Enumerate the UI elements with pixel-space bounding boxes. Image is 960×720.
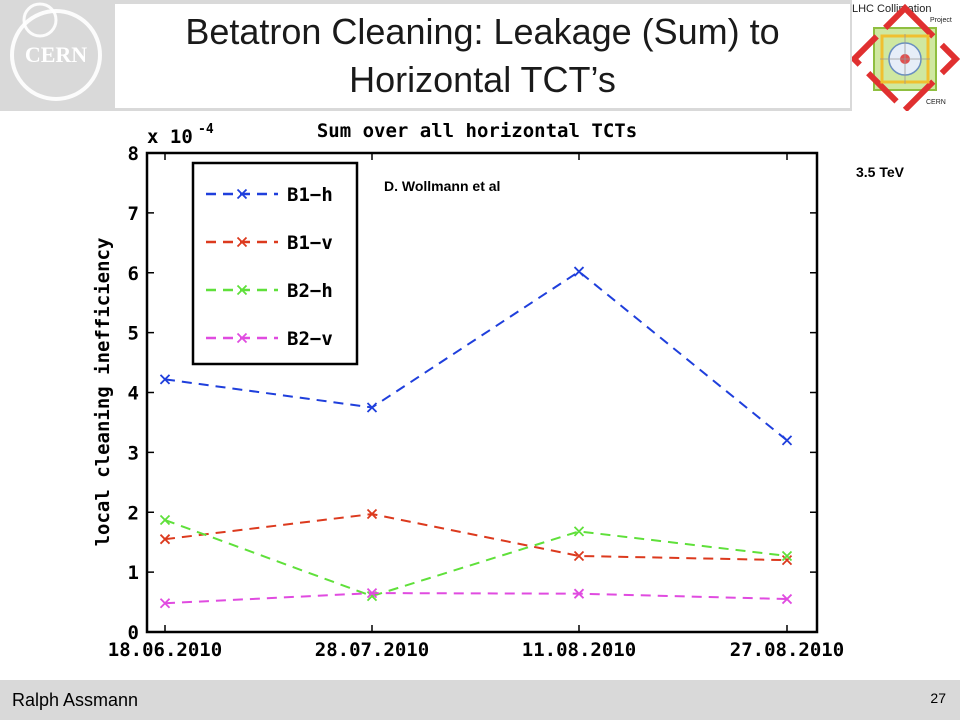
legend-label: B2−h [287, 280, 333, 302]
legend-box [191, 161, 359, 366]
footer-author: Ralph Assmann [12, 690, 139, 710]
data-point-marker [781, 593, 793, 605]
legend-marker [236, 188, 248, 200]
y-tick-label: 1 [128, 562, 139, 584]
y-tick-label: 6 [128, 263, 139, 285]
cern-logo: CERN [0, 0, 112, 111]
legend-marker [236, 284, 248, 296]
legend-label: B1−h [287, 184, 333, 206]
chart-area: 0 1 2 3 4 5 6 7 8 18.06.2010 28.07.2010 11.08.2010 2… [0, 111, 960, 680]
data-point-marker [159, 374, 171, 385]
energy-label: 3.5 TeV [856, 164, 904, 180]
svg-text:CERN: CERN [926, 99, 946, 106]
y-tick-label: 8 [128, 143, 139, 165]
svg-text:Project: Project [930, 17, 952, 24]
data-point-marker [573, 526, 585, 537]
data-point-marker [573, 266, 585, 277]
line-chart: 0 1 2 3 4 5 6 7 8 18.06.2010 28.07.2010 11.08.2010 2… [79, 111, 871, 680]
y-axis-label: local cleaning inefficiency [92, 238, 114, 547]
svg-text:LHC Collimation: LHC Collimation [852, 3, 931, 15]
y-tick-label: 7 [128, 203, 139, 225]
data-point-marker [781, 555, 793, 566]
data-point-marker [573, 550, 585, 562]
series-line-3 [164, 519, 788, 598]
x-tick-label: 11.08.2010 [522, 639, 636, 661]
annotation-author: D. Wollmann et al [384, 178, 500, 194]
y-tick-label: 4 [128, 383, 139, 405]
legend-marker [236, 332, 248, 344]
chart-title: Sum over all horizontal TCTs [317, 120, 637, 142]
data-point-marker [366, 587, 378, 599]
cern-logo-text: CERN [25, 42, 87, 67]
data-point-marker [573, 588, 585, 599]
data-point-marker [159, 598, 171, 609]
data-point-marker [366, 402, 378, 413]
title-line-2: Horizontal TCT’s [349, 59, 616, 100]
x-tick-label: 18.06.2010 [108, 639, 222, 661]
y-tick-label: 0 [128, 622, 139, 644]
page-title: Betatron Cleaning: Leakage (Sum) to Hori… [115, 4, 850, 108]
series-line-2 [164, 513, 788, 562]
legend-marker [236, 236, 248, 248]
x-tick-label: 27.08.2010 [730, 639, 844, 661]
series-line-4 [164, 592, 788, 605]
x-tick-label: 28.07.2010 [315, 639, 429, 661]
data-point-marker [781, 435, 793, 446]
data-point-marker [159, 534, 171, 545]
page-number: 27 [930, 690, 946, 706]
lhc-collimation-logo: LHC Collimation Project CERN [849, 0, 960, 115]
y-multiplier-exponent: -4 [198, 122, 214, 137]
footer-band [0, 680, 960, 720]
series-line-1 [164, 270, 788, 442]
legend-label: B1−v [287, 232, 333, 254]
y-tick-label: 3 [128, 442, 139, 464]
title-line-1: Betatron Cleaning: Leakage (Sum) to [185, 11, 780, 52]
data-point-marker [781, 550, 793, 562]
data-point-marker [366, 508, 378, 520]
y-tick-label: 2 [128, 502, 139, 524]
legend-label: B2−v [287, 328, 333, 350]
y-multiplier: x 10 [147, 126, 193, 148]
data-point-marker [159, 514, 171, 526]
y-tick-label: 5 [128, 323, 139, 345]
